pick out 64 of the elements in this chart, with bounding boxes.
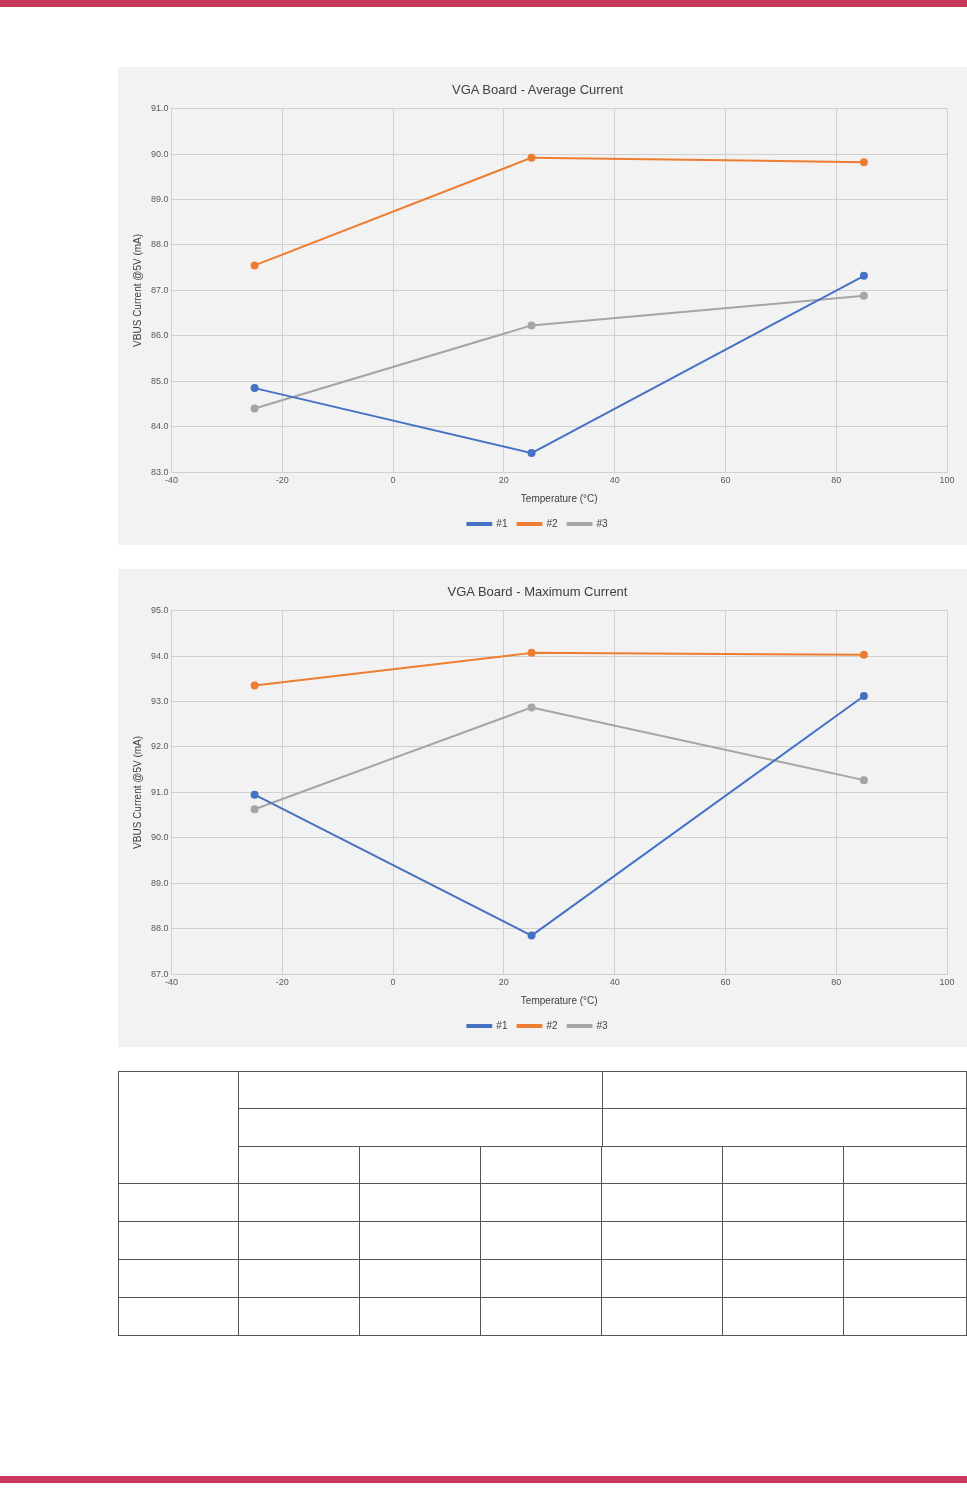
legend-label: #1: [496, 1019, 508, 1031]
legend-label: #3: [596, 1019, 609, 1031]
point: [527, 648, 536, 657]
y-tick-label: 88.0: [150, 923, 169, 934]
legend-label: #3: [596, 517, 609, 529]
y-axis-title: VBUS Current @5V (mA): [131, 735, 143, 849]
y-axis-title: VBUS Current @5V (mA): [131, 233, 143, 347]
x-tick-label: 40: [609, 977, 620, 988]
point: [859, 776, 868, 785]
y-tick-label: 83.0: [150, 466, 169, 477]
x-tick-label: -40: [165, 977, 179, 988]
x-axis-title: Temperature (°C): [520, 492, 598, 504]
x-tick-label: 100: [939, 475, 955, 486]
point: [250, 261, 259, 270]
point: [527, 153, 536, 162]
point: [527, 703, 536, 712]
x-tick-label: 60: [720, 977, 731, 988]
legend-label: #2: [546, 1019, 558, 1031]
x-tick-label: -20: [275, 475, 289, 486]
y-tick-label: 88.0: [150, 239, 169, 250]
point: [859, 692, 868, 701]
point: [250, 790, 259, 799]
chart-title: VGA Board - Maximum Current: [447, 584, 628, 600]
point: [859, 158, 868, 167]
legend-label: #1: [496, 517, 508, 529]
point: [250, 404, 259, 413]
x-axis-title: Temperature (°C): [520, 994, 598, 1006]
y-tick-label: 89.0: [150, 193, 169, 204]
x-tick-label: 0: [390, 475, 396, 486]
chart-title: VGA Board - Average Current: [451, 82, 624, 98]
y-tick-label: 85.0: [150, 375, 169, 386]
point: [527, 931, 536, 940]
point: [250, 805, 259, 814]
x-tick-label: 0: [390, 977, 396, 988]
y-tick-label: 87.0: [150, 284, 169, 295]
x-tick-label: 100: [939, 977, 955, 988]
x-tick-label: 20: [498, 475, 509, 486]
y-tick-label: 87.0: [150, 968, 169, 979]
legend-label: #2: [546, 517, 558, 529]
y-tick-label: 86.0: [150, 330, 169, 341]
x-tick-label: 60: [720, 475, 731, 486]
y-tick-label: 91.0: [150, 103, 169, 114]
point: [527, 449, 536, 458]
point: [859, 650, 868, 659]
y-tick-label: 95.0: [150, 605, 169, 616]
point: [859, 271, 868, 280]
point: [250, 384, 259, 393]
y-tick-label: 91.0: [150, 786, 169, 797]
point: [250, 681, 259, 690]
x-tick-label: -40: [165, 475, 179, 486]
point: [527, 321, 536, 330]
y-tick-label: 89.0: [150, 877, 169, 888]
x-tick-label: 80: [831, 475, 842, 486]
y-tick-label: 84.0: [150, 421, 169, 432]
y-tick-label: 94.0: [150, 650, 169, 661]
y-tick-label: 93.0: [150, 695, 169, 706]
x-tick-label: 40: [609, 475, 620, 486]
x-tick-label: -20: [275, 977, 289, 988]
x-tick-label: 20: [498, 977, 509, 988]
y-tick-label: 92.0: [150, 741, 169, 752]
y-tick-label: 90.0: [150, 832, 169, 843]
point: [859, 291, 868, 300]
x-tick-label: 80: [831, 977, 842, 988]
y-tick-label: 90.0: [150, 148, 169, 159]
